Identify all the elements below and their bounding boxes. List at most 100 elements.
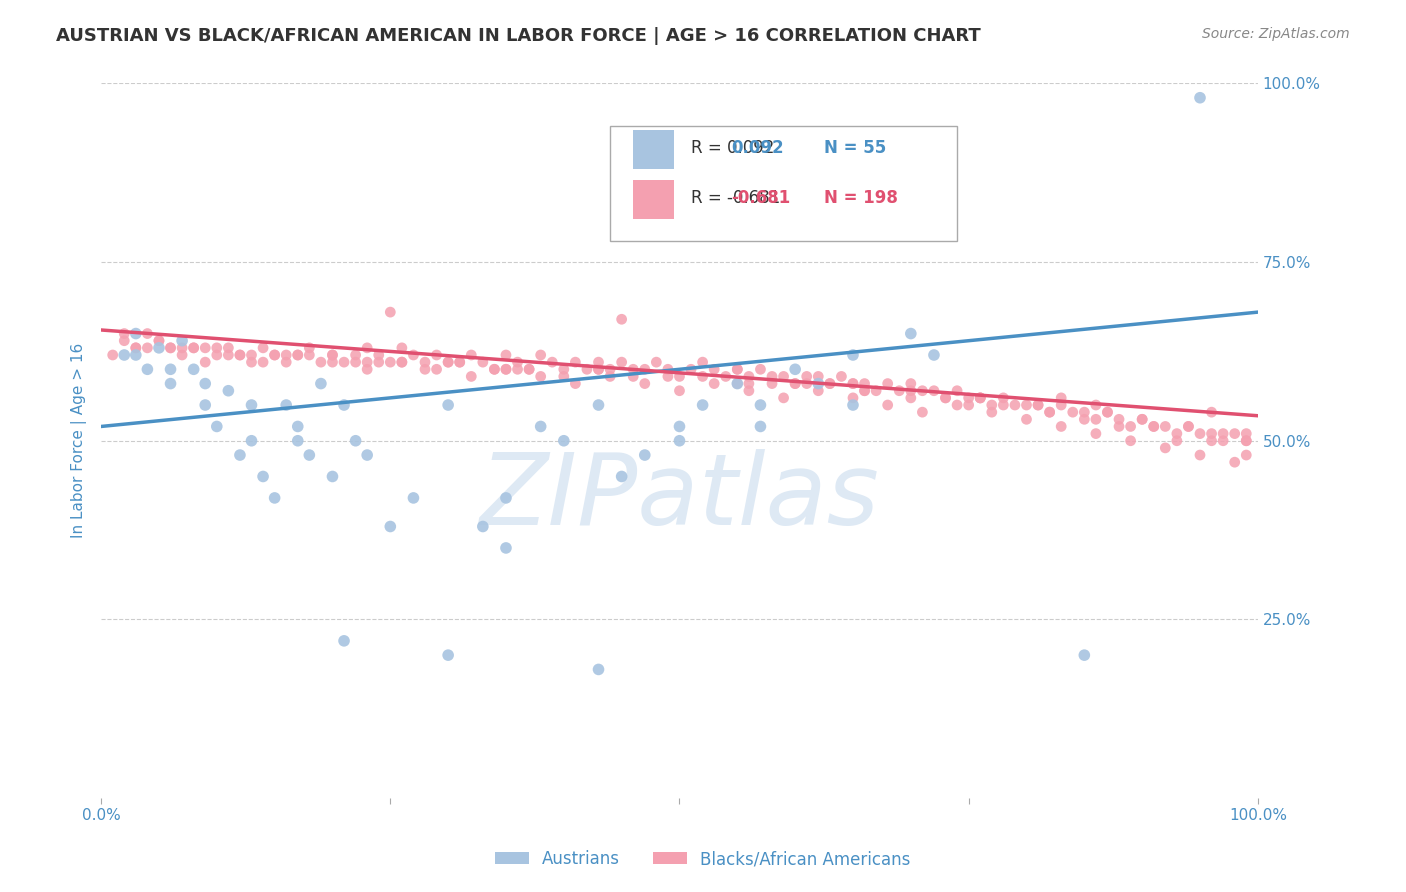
Blacks/African Americans xyxy=(900,376,922,391)
Blacks/African Americans xyxy=(1097,405,1119,419)
Blacks/African Americans xyxy=(402,348,425,362)
Blacks/African Americans xyxy=(298,348,321,362)
Blacks/African Americans xyxy=(621,362,644,376)
Blacks/African Americans xyxy=(818,376,841,391)
Text: AUSTRIAN VS BLACK/AFRICAN AMERICAN IN LABOR FORCE | AGE > 16 CORRELATION CHART: AUSTRIAN VS BLACK/AFRICAN AMERICAN IN LA… xyxy=(56,27,981,45)
Blacks/African Americans xyxy=(240,348,263,362)
Blacks/African Americans xyxy=(380,305,402,319)
Blacks/African Americans xyxy=(1026,398,1049,412)
Austrians xyxy=(148,341,170,355)
Blacks/African Americans xyxy=(853,384,876,398)
Blacks/African Americans xyxy=(842,376,865,391)
Blacks/African Americans xyxy=(1154,441,1177,455)
Austrians xyxy=(668,434,690,448)
Blacks/African Americans xyxy=(980,405,1002,419)
Blacks/African Americans xyxy=(125,341,148,355)
Blacks/African Americans xyxy=(588,362,610,376)
Blacks/African Americans xyxy=(333,355,356,369)
Blacks/African Americans xyxy=(205,348,228,362)
Austrians xyxy=(356,448,378,462)
Blacks/African Americans xyxy=(413,355,436,369)
Austrians xyxy=(749,398,772,412)
Blacks/African Americans xyxy=(1004,398,1026,412)
Blacks/African Americans xyxy=(530,348,553,362)
Blacks/African Americans xyxy=(1201,434,1223,448)
Austrians xyxy=(321,469,343,483)
Blacks/African Americans xyxy=(969,391,991,405)
Blacks/African Americans xyxy=(969,391,991,405)
Blacks/African Americans xyxy=(1188,448,1211,462)
Blacks/African Americans xyxy=(217,341,239,355)
Blacks/African Americans xyxy=(460,369,482,384)
Blacks/African Americans xyxy=(1084,398,1107,412)
Blacks/African Americans xyxy=(681,362,703,376)
Blacks/African Americans xyxy=(588,355,610,369)
Blacks/African Americans xyxy=(738,376,761,391)
FancyBboxPatch shape xyxy=(633,130,673,169)
Blacks/African Americans xyxy=(1050,391,1073,405)
Austrians xyxy=(205,419,228,434)
Austrians xyxy=(495,541,517,555)
Blacks/African Americans xyxy=(1212,434,1234,448)
Blacks/African Americans xyxy=(634,362,657,376)
Blacks/African Americans xyxy=(148,334,170,348)
Blacks/African Americans xyxy=(785,376,807,391)
Blacks/African Americans xyxy=(205,341,228,355)
Blacks/African Americans xyxy=(668,227,690,241)
Blacks/African Americans xyxy=(229,348,252,362)
Blacks/African Americans xyxy=(599,369,621,384)
Blacks/African Americans xyxy=(575,362,598,376)
Blacks/African Americans xyxy=(564,376,586,391)
Austrians xyxy=(125,348,148,362)
Blacks/African Americans xyxy=(900,391,922,405)
Blacks/African Americans xyxy=(287,348,309,362)
Blacks/African Americans xyxy=(980,398,1002,412)
Blacks/African Americans xyxy=(263,348,285,362)
Blacks/African Americans xyxy=(309,355,332,369)
Blacks/African Americans xyxy=(159,341,181,355)
Blacks/African Americans xyxy=(391,355,413,369)
Blacks/African Americans xyxy=(1234,434,1257,448)
Blacks/African Americans xyxy=(517,362,540,376)
Blacks/African Americans xyxy=(380,355,402,369)
Blacks/African Americans xyxy=(1062,405,1084,419)
Blacks/African Americans xyxy=(657,369,679,384)
Blacks/African Americans xyxy=(1234,434,1257,448)
Austrians xyxy=(183,362,205,376)
Blacks/African Americans xyxy=(449,355,471,369)
Blacks/African Americans xyxy=(1201,426,1223,441)
Blacks/African Americans xyxy=(1177,419,1199,434)
Austrians xyxy=(692,398,714,412)
Blacks/African Americans xyxy=(321,355,343,369)
Y-axis label: In Labor Force | Age > 16: In Labor Force | Age > 16 xyxy=(72,343,87,539)
Blacks/African Americans xyxy=(426,362,449,376)
Austrians xyxy=(344,434,367,448)
Blacks/African Americans xyxy=(934,391,956,405)
Austrians xyxy=(634,448,657,462)
Blacks/African Americans xyxy=(703,362,725,376)
Austrians xyxy=(287,434,309,448)
Blacks/African Americans xyxy=(506,355,529,369)
Blacks/African Americans xyxy=(321,348,343,362)
Blacks/African Americans xyxy=(842,376,865,391)
Blacks/African Americans xyxy=(993,391,1015,405)
Austrians xyxy=(380,519,402,533)
Blacks/African Americans xyxy=(495,362,517,376)
Austrians xyxy=(842,398,865,412)
Blacks/African Americans xyxy=(229,348,252,362)
Blacks/African Americans xyxy=(1084,412,1107,426)
Austrians xyxy=(287,419,309,434)
Blacks/African Americans xyxy=(541,355,564,369)
Blacks/African Americans xyxy=(807,369,830,384)
Text: Source: ZipAtlas.com: Source: ZipAtlas.com xyxy=(1202,27,1350,41)
Blacks/African Americans xyxy=(911,384,934,398)
Blacks/African Americans xyxy=(761,369,783,384)
Blacks/African Americans xyxy=(344,348,367,362)
Blacks/African Americans xyxy=(1201,405,1223,419)
Blacks/African Americans xyxy=(172,341,194,355)
Austrians xyxy=(725,376,748,391)
Blacks/African Americans xyxy=(112,326,135,341)
Blacks/African Americans xyxy=(1212,426,1234,441)
Austrians xyxy=(194,376,217,391)
Blacks/African Americans xyxy=(276,348,298,362)
